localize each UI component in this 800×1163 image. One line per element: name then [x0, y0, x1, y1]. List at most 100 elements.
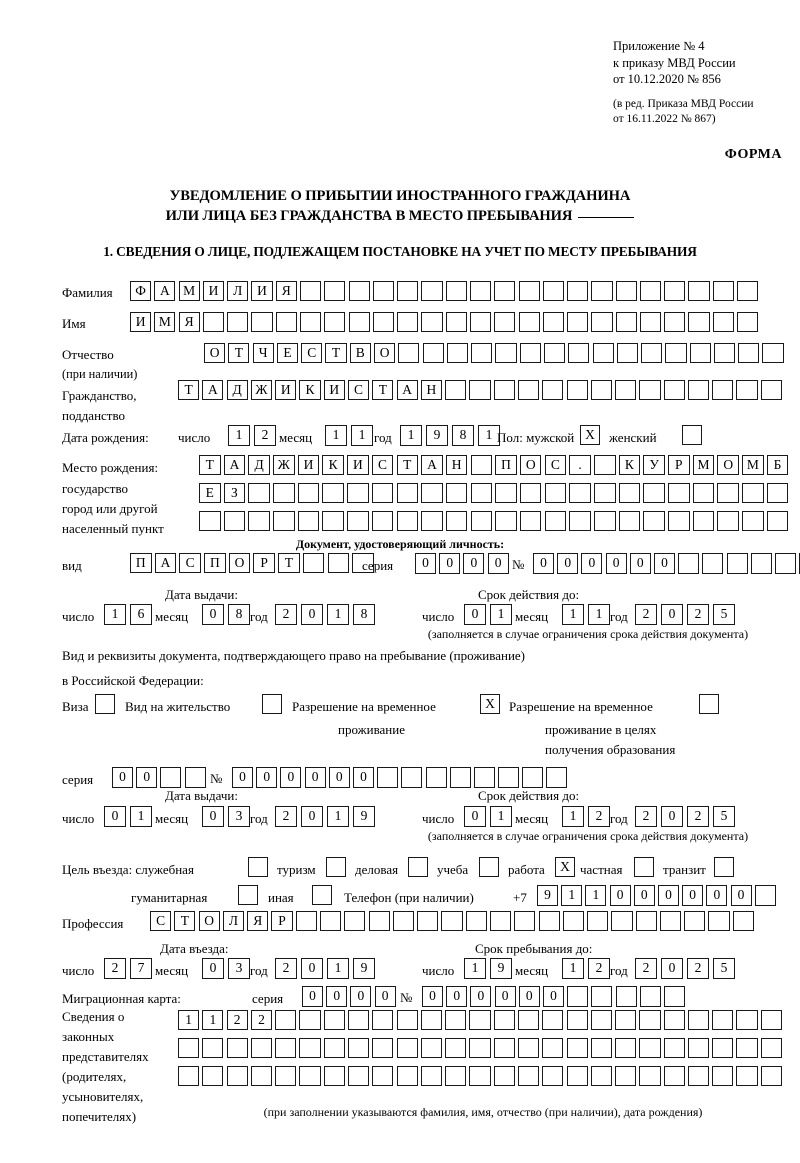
cell[interactable] [299, 312, 322, 332]
cell[interactable]: 0 [609, 885, 631, 906]
cell[interactable]: 0 [518, 986, 540, 1007]
cell[interactable] [688, 281, 710, 301]
cell[interactable] [542, 1010, 564, 1030]
sex-male-checkbox[interactable]: X [580, 425, 600, 445]
cell[interactable] [421, 312, 443, 332]
cell[interactable] [639, 1066, 661, 1086]
cell[interactable] [663, 1010, 685, 1030]
cell[interactable]: 1 [490, 604, 512, 625]
cell[interactable]: 0 [542, 986, 564, 1007]
cell[interactable] [615, 1038, 637, 1058]
cell[interactable] [567, 312, 589, 332]
cell[interactable]: Н [445, 455, 468, 475]
cell[interactable] [372, 1066, 394, 1086]
cell[interactable] [594, 511, 616, 531]
cell[interactable] [471, 343, 493, 363]
cell[interactable] [712, 281, 734, 301]
cell[interactable]: О [373, 343, 396, 363]
cell[interactable] [692, 483, 715, 503]
cell[interactable] [615, 312, 637, 332]
cell[interactable]: 0 [629, 553, 651, 574]
cell[interactable]: 0 [487, 553, 509, 574]
cell[interactable] [392, 911, 414, 931]
cell[interactable] [396, 483, 418, 503]
cell[interactable]: Д [248, 455, 270, 475]
cell[interactable] [347, 1038, 370, 1058]
cell[interactable]: И [251, 281, 273, 301]
cell[interactable] [687, 1010, 710, 1030]
cell[interactable]: С [371, 455, 394, 475]
cell[interactable]: 0 [730, 885, 752, 906]
purpose-transit-checkbox[interactable] [714, 857, 734, 877]
cell[interactable]: У [643, 455, 665, 475]
cell[interactable] [517, 1010, 540, 1030]
cell[interactable] [445, 281, 467, 301]
temp-residence-checkbox[interactable]: X [480, 694, 500, 714]
cell[interactable] [567, 986, 589, 1007]
cell[interactable] [542, 281, 564, 301]
cell[interactable]: 2 [687, 806, 709, 827]
cell[interactable]: 0 [439, 553, 461, 574]
cell[interactable]: А [154, 553, 177, 573]
cell[interactable]: 8 [228, 604, 250, 625]
cell[interactable] [566, 1066, 588, 1086]
cell[interactable] [347, 1010, 370, 1030]
cell[interactable] [469, 1066, 491, 1086]
cell[interactable]: Т [325, 343, 347, 363]
cell[interactable]: 0 [302, 986, 323, 1007]
cell[interactable]: 2 [104, 958, 126, 979]
cell[interactable]: 0 [661, 806, 683, 827]
cell[interactable] [663, 380, 685, 400]
cell[interactable] [396, 1038, 418, 1058]
cell[interactable]: 0 [301, 604, 323, 625]
cell[interactable] [692, 511, 715, 531]
cell[interactable]: 1 [585, 885, 607, 906]
cell[interactable]: 9 [353, 958, 375, 979]
cell[interactable] [518, 312, 540, 332]
cell[interactable]: 9 [490, 958, 512, 979]
cell[interactable] [184, 767, 206, 788]
cell[interactable]: Д [226, 380, 248, 400]
cell[interactable]: И [202, 281, 225, 301]
cell[interactable] [178, 1066, 200, 1086]
cell[interactable] [518, 281, 540, 301]
cell[interactable] [762, 343, 784, 363]
cell[interactable] [319, 911, 342, 931]
cell[interactable] [178, 1038, 200, 1058]
cell[interactable] [251, 312, 273, 332]
cell[interactable] [372, 312, 394, 332]
cell[interactable]: О [228, 553, 251, 573]
cell[interactable]: Ч [252, 343, 274, 363]
cell[interactable]: 1 [490, 806, 512, 827]
cell[interactable] [635, 911, 657, 931]
cell[interactable] [347, 511, 369, 531]
cell[interactable] [160, 767, 182, 788]
cell[interactable]: 0 [470, 986, 492, 1007]
cell[interactable] [544, 511, 567, 531]
cell[interactable]: 0 [202, 806, 224, 827]
cell[interactable]: X [480, 694, 500, 714]
cell[interactable] [519, 483, 542, 503]
cell[interactable] [248, 483, 270, 503]
cell[interactable] [371, 483, 394, 503]
cell[interactable]: 0 [661, 958, 683, 979]
cell[interactable]: 8 [452, 425, 474, 446]
cell[interactable] [750, 553, 772, 574]
cell[interactable] [708, 911, 730, 931]
cell[interactable] [591, 312, 613, 332]
cell[interactable]: 0 [301, 806, 323, 827]
residence-permit-checkbox[interactable] [262, 694, 282, 714]
cell[interactable]: О [519, 455, 542, 475]
cell[interactable] [542, 312, 564, 332]
cell[interactable] [737, 281, 759, 301]
